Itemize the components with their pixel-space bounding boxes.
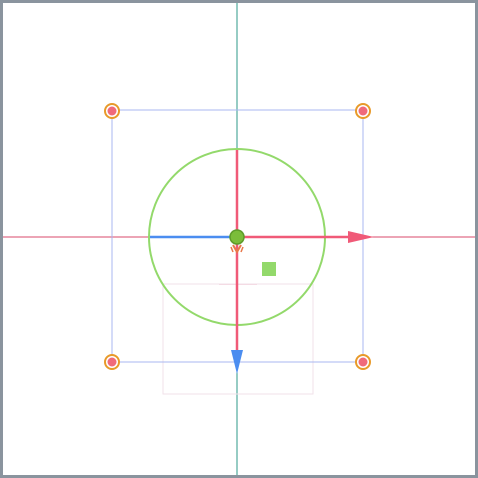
move-both-icon[interactable] [262,262,276,276]
pivot-point-icon[interactable] [229,229,245,255]
arrow-down-icon[interactable] [231,350,243,374]
resize-handle-bottom-left[interactable] [104,354,120,370]
resize-handle-top-left[interactable] [104,103,120,119]
arrow-right-icon[interactable] [348,231,374,243]
resize-handle-bottom-right[interactable] [355,354,371,370]
resize-handle-top-right[interactable] [355,103,371,119]
